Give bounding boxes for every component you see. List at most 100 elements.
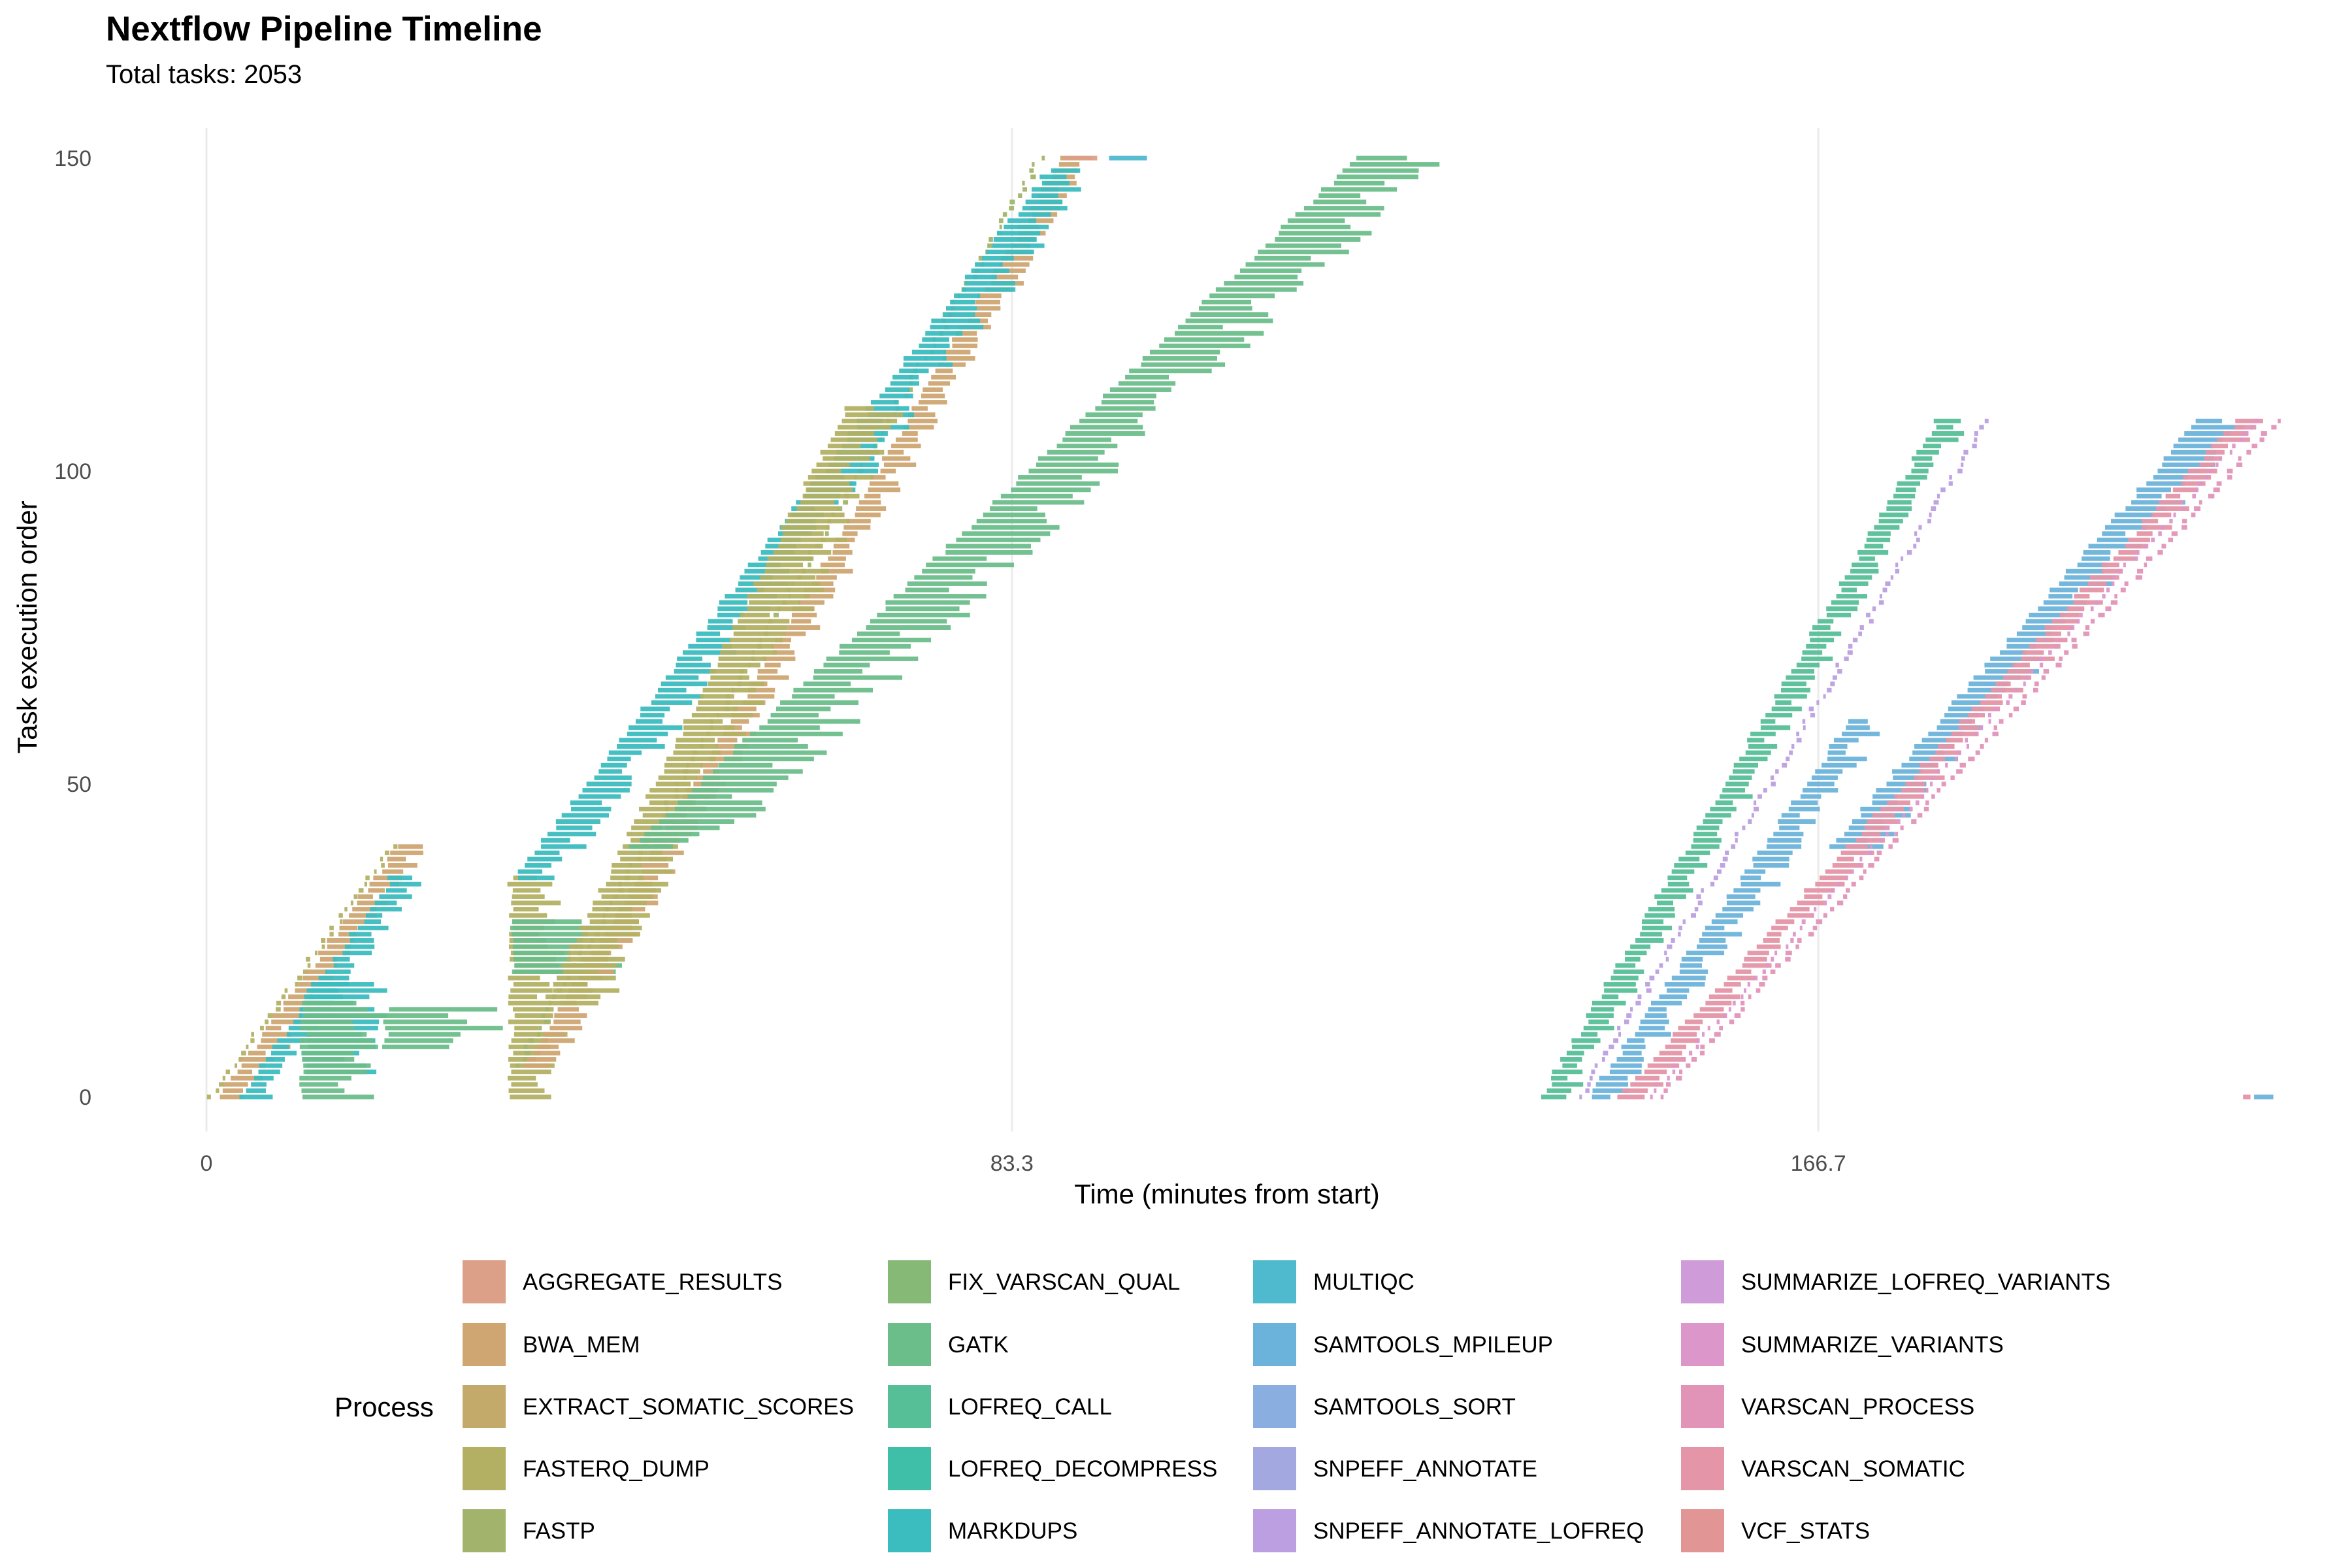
task-bar [1987, 713, 1991, 718]
task-bar [674, 806, 766, 811]
task-bar [617, 850, 663, 855]
task-bar [1936, 769, 1940, 774]
legend-label: VCF_STATS [1741, 1518, 1870, 1544]
task-bar [568, 951, 610, 956]
task-bar [537, 1044, 559, 1049]
task-bar [301, 1019, 353, 1024]
task-bar [1968, 757, 1975, 762]
task-bar [2217, 437, 2250, 442]
task-bar [1693, 838, 1722, 843]
legend-label: LOFREQ_DECOMPRESS [948, 1456, 1217, 1482]
task-bar [2048, 594, 2073, 599]
task-bar [747, 694, 775, 699]
task-bar [2125, 544, 2149, 549]
task-bar [1837, 857, 1854, 862]
task-bar [893, 594, 987, 599]
task-bar [1832, 675, 1837, 680]
task-bar [1767, 838, 1802, 843]
legend-label: SNPEFF_ANNOTATE [1313, 1456, 1537, 1482]
task-bar [1709, 1038, 1715, 1043]
task-bar [617, 744, 665, 749]
task-bar [627, 731, 668, 736]
task-bar [1887, 500, 1912, 505]
task-bar [2159, 500, 2183, 505]
task-bar [2038, 606, 2070, 612]
task-bar [1016, 481, 1100, 486]
task-bar [1911, 456, 1933, 461]
task-bar [1739, 757, 1768, 762]
task-bar [258, 1070, 280, 1075]
task-bar [339, 925, 358, 930]
task-bar [1929, 512, 1932, 517]
legend-label: SUMMARIZE_VARIANTS [1741, 1332, 2004, 1358]
task-bar [870, 475, 886, 480]
task-bar [645, 794, 710, 799]
task-bar [1984, 662, 2017, 668]
task-bar [675, 744, 718, 749]
task-bar [1791, 744, 1795, 749]
task-bar [2242, 431, 2247, 436]
task-bar [1874, 857, 1880, 862]
task-bar [774, 638, 791, 643]
task-bar [1928, 731, 1964, 736]
task-bar [2111, 519, 2144, 524]
task-bar [721, 644, 774, 649]
task-bar [1916, 449, 1939, 455]
task-bar [369, 881, 399, 887]
task-bar [288, 994, 314, 1000]
task-bar [890, 381, 920, 386]
task-bar [1642, 919, 1664, 924]
task-bar [567, 956, 625, 962]
task-bar [719, 600, 748, 605]
task-bar [2254, 418, 2259, 423]
task-bar [2021, 656, 2055, 661]
task-bar [1680, 963, 1702, 968]
task-bar [883, 462, 917, 467]
task-bar [1735, 969, 1752, 974]
task-bar [561, 963, 617, 968]
task-bar [1763, 788, 1767, 793]
task-bar [1661, 888, 1693, 893]
task-bar [2006, 700, 2010, 705]
task-bar [759, 725, 820, 730]
task-bar [1848, 719, 1868, 724]
task-bar [299, 1075, 351, 1081]
task-bar [1725, 850, 1729, 855]
task-bar [265, 1057, 285, 1062]
task-bar [1892, 838, 1899, 843]
task-bar [2219, 456, 2223, 461]
task-bar [776, 706, 831, 711]
task-bar [1609, 1070, 1642, 1075]
task-bar [265, 1026, 282, 1031]
task-bar [766, 563, 804, 568]
task-bar [578, 794, 621, 799]
task-bar [350, 938, 374, 943]
task-bar [740, 575, 773, 580]
task-bar [1552, 1082, 1584, 1087]
task-bar [1827, 757, 1867, 762]
y-tick-label: 100 [54, 459, 91, 484]
task-bar [1905, 475, 1927, 480]
task-bar [2181, 506, 2185, 511]
task-bar [2170, 449, 2217, 455]
task-bar [1342, 168, 1419, 173]
task-bar [307, 963, 311, 968]
task-bar [582, 932, 640, 937]
task-bar [1744, 988, 1747, 993]
task-bar [235, 1063, 238, 1068]
task-bar [536, 1032, 541, 1037]
task-bar [598, 888, 662, 893]
task-bar [1975, 750, 1980, 755]
task-bar [1693, 832, 1718, 837]
task-bar [601, 894, 653, 899]
task-bar [1710, 806, 1737, 811]
task-bar [2146, 556, 2153, 561]
task-bar [1625, 951, 1647, 956]
task-bar [793, 687, 874, 693]
x-tick-label: 0 [201, 1151, 213, 1176]
task-bar [1971, 706, 2001, 711]
task-bar [640, 863, 669, 868]
task-bar [387, 857, 406, 862]
task-bar [1843, 894, 1848, 899]
task-bar [1022, 187, 1027, 192]
